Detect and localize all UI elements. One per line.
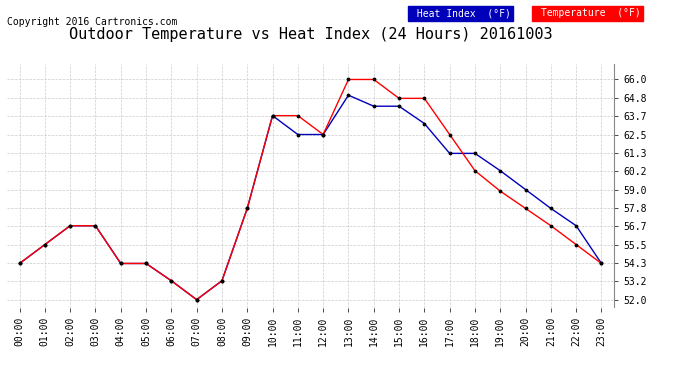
Text: Copyright 2016 Cartronics.com: Copyright 2016 Cartronics.com xyxy=(7,17,177,27)
Text: Heat Index  (°F): Heat Index (°F) xyxy=(411,8,511,18)
Title: Outdoor Temperature vs Heat Index (24 Hours) 20161003: Outdoor Temperature vs Heat Index (24 Ho… xyxy=(69,27,552,42)
Text: Temperature  (°F): Temperature (°F) xyxy=(535,8,640,18)
